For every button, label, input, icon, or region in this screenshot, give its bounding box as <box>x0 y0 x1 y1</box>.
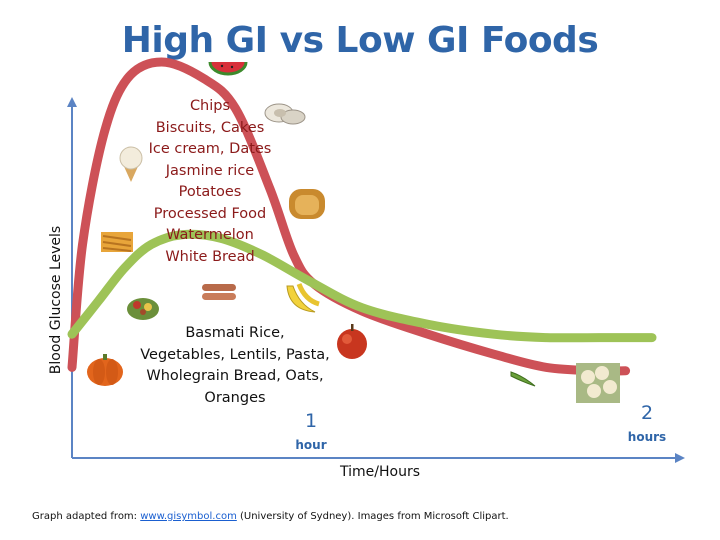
high-gi-food-list: Chips Biscuits, Cakes Ice cream, Dates J… <box>130 96 290 268</box>
low-gi-food: Vegetables, Lentils, Pasta, <box>140 346 330 363</box>
high-gi-food: Biscuits, Cakes <box>155 119 265 136</box>
pumpkin-icon <box>87 354 123 386</box>
high-gi-food: Ice cream, Dates <box>148 141 272 157</box>
high-gi-food: Jasmine rice <box>165 162 255 179</box>
high-gi-food: White Bread <box>165 248 255 265</box>
high-gi-food: Chips <box>189 98 231 114</box>
y-axis-label: Blood Glucose Levels <box>48 225 64 375</box>
x-tick-1-unit: hour <box>295 438 327 452</box>
low-gi-curve <box>67 229 657 343</box>
low-gi-food: Oranges <box>204 389 266 406</box>
footer-prefix: Graph adapted from: <box>32 511 141 522</box>
footer-suffix: (University of Sydney). Images from Micr… <box>236 511 509 522</box>
source-link[interactable]: www.gisymbol.com <box>140 511 237 522</box>
high-gi-curve <box>67 57 631 376</box>
chips-icon <box>101 232 133 252</box>
oysters-icon <box>264 103 306 125</box>
bread-icon <box>289 189 325 219</box>
chart-title: High GI vs Low GI Foods <box>121 20 599 61</box>
banana-icon <box>286 283 320 313</box>
x-tick-2-number: 2 <box>640 402 654 424</box>
salad-icon <box>127 298 159 320</box>
x-axis-label: Time/Hours <box>340 464 420 480</box>
low-gi-food: Wholegrain Bread, Oats, <box>146 368 324 384</box>
sausages-icon <box>202 284 236 300</box>
pea-pod-icon <box>510 371 536 387</box>
apple-icon <box>337 324 367 359</box>
ice-cream-icon <box>119 146 143 182</box>
x-tick-2-unit: hours <box>627 430 667 444</box>
footer-credit: Graph adapted from: www.gisymbol.com (Un… <box>32 511 509 522</box>
high-gi-food: Processed Food <box>153 205 267 222</box>
low-gi-food-list: Basmati Rice, Vegetables, Lentils, Pasta… <box>130 323 340 409</box>
cauliflower-icon <box>576 363 620 403</box>
high-gi-food: Potatoes <box>178 184 242 200</box>
low-gi-food: Basmati Rice, <box>185 325 285 341</box>
watermelon-icon <box>208 61 248 76</box>
high-gi-food: Watermelon <box>166 227 254 243</box>
x-tick-1-number: 1 <box>304 410 318 432</box>
